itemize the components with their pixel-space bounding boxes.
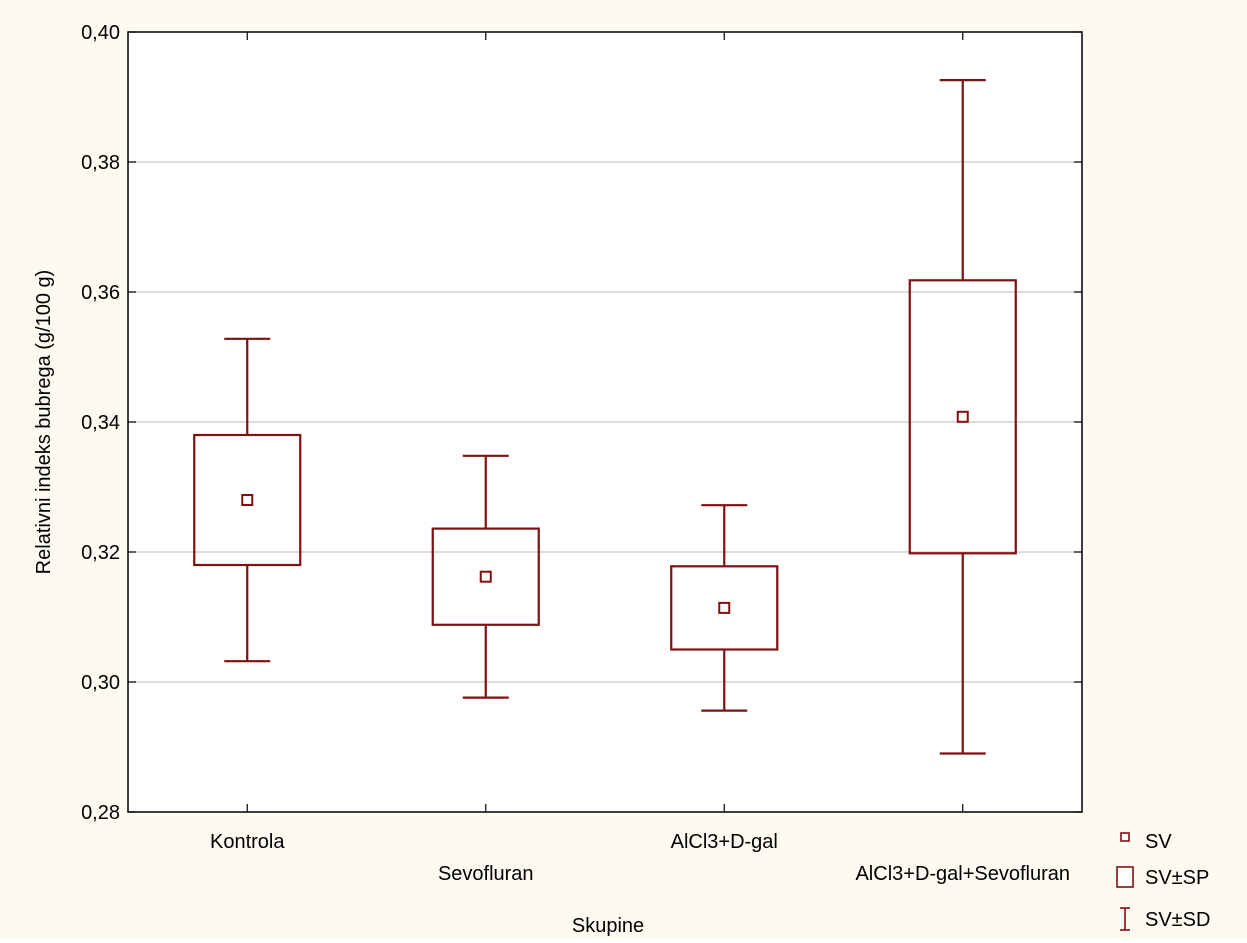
se-box [193,433,302,567]
mean-point [956,410,969,423]
x-axis-label: Skupine [572,915,644,937]
x-axis: Kontrola Sevofluran AlCl3+D-gal AlCl3+D-gal… [210,32,1070,885]
small-square-icon [1120,832,1130,842]
gridlines [128,161,1082,683]
category-group [431,454,540,699]
data-marks [193,78,1017,755]
box-icon [1116,866,1134,888]
mean-point [718,601,731,614]
y-tick-label: 0,32 [81,542,120,564]
plot-frame [127,31,1083,813]
se-box [431,527,540,626]
category-group [670,504,779,712]
legend: SV SV±SP SV±SD [1116,831,1210,931]
se-box [670,565,779,651]
x-tick-label: AlCl3+D-gal+Sevofluran [855,863,1070,885]
category-group [193,337,302,663]
legend-item: SV [1120,831,1172,853]
legend-item: SV±SP [1116,866,1209,889]
se-box [908,279,1017,555]
legend-item: SV±SD [1120,907,1210,931]
y-tick-label: 0,30 [81,672,120,694]
legend-label: SV [1145,831,1172,853]
y-tick-label: 0,40 [81,22,120,44]
x-tick-label: AlCl3+D-gal [671,831,778,853]
whisker-icon [1120,907,1130,931]
y-tick-label: 0,28 [81,802,120,824]
x-tick-label: Sevofluran [438,863,534,885]
mean-point [479,570,492,583]
y-tick-label: 0,36 [81,282,120,304]
legend-label: SV±SP [1145,867,1209,889]
category-group [908,78,1017,755]
mean-point [241,494,254,506]
legend-label: SV±SD [1145,909,1210,931]
y-tick-label: 0,38 [81,152,120,174]
y-tick-label: 0,34 [81,412,120,434]
x-tick-label: Kontrola [210,831,285,853]
y-axis: 0,28 0,30 0,32 0,34 0,36 0,38 0,40 [81,22,1082,824]
y-axis-label: Relativni indeks bubrega (g/100 g) [33,270,55,575]
